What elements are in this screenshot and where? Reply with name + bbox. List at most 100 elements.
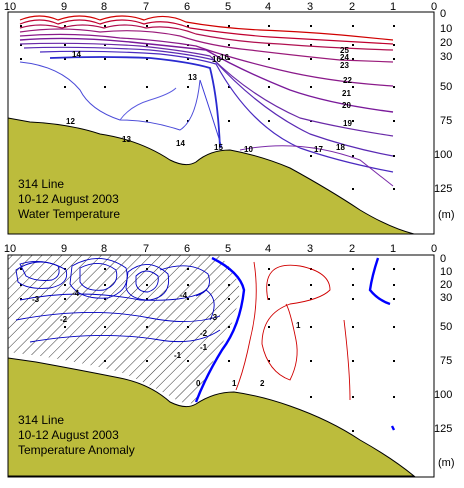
contour-label: 20 bbox=[342, 101, 351, 110]
contour-label: 25 bbox=[340, 46, 349, 55]
contour-label: -1 bbox=[200, 343, 208, 352]
depth-label: 50 bbox=[440, 321, 452, 333]
contour-label: 19 bbox=[343, 119, 352, 128]
depth-label: 75 bbox=[440, 355, 452, 367]
contour-label: 17 bbox=[314, 145, 323, 154]
zero-contour-east bbox=[368, 257, 391, 306]
depth-label: 75 bbox=[440, 115, 452, 127]
contour-label: -4 bbox=[72, 289, 80, 298]
station-label: 2 bbox=[349, 243, 355, 255]
negative-anomaly-contours bbox=[15, 258, 221, 343]
station-label: 0 bbox=[431, 1, 437, 13]
contour-label: -2 bbox=[200, 329, 208, 338]
contour-label: -4 bbox=[180, 291, 188, 300]
station-label: 9 bbox=[61, 1, 67, 13]
station-label: 1 bbox=[390, 1, 396, 13]
isotherm-21 bbox=[19, 33, 394, 87]
contour-label: 12 bbox=[66, 117, 75, 126]
contour-neg bbox=[79, 263, 118, 291]
isotherm-15 bbox=[49, 56, 221, 149]
contour-neg bbox=[29, 329, 221, 343]
isotherm-22 bbox=[19, 28, 394, 63]
contour-label: -2 bbox=[60, 315, 68, 324]
isotherm-17 bbox=[39, 50, 394, 173]
temperature-title: 314 Line 10-12 August 2003 Water Tempera… bbox=[18, 177, 120, 221]
temperature-panel: 10 9 8 7 6 5 4 3 2 1 0 0 10 20 30 50 75 … bbox=[4, 1, 455, 235]
station-label: 3 bbox=[307, 243, 313, 255]
contour-label: 18 bbox=[336, 143, 345, 152]
contour-label: 10 bbox=[244, 145, 253, 154]
station-label: 6 bbox=[184, 243, 190, 255]
isotherm-19 bbox=[19, 42, 394, 137]
contour-pos-1-loop bbox=[261, 264, 331, 381]
station-label: 7 bbox=[143, 243, 149, 255]
station-label: 10 bbox=[4, 243, 16, 255]
negative-anomaly-hatch bbox=[8, 255, 240, 404]
station-label: 5 bbox=[225, 1, 231, 13]
station-label: 8 bbox=[101, 1, 107, 13]
contour-label: 13 bbox=[188, 73, 197, 82]
contour-label: -3 bbox=[210, 313, 218, 322]
anomaly-contour-labels: -3 -4 -2 -1 -3 -2 -1 0 1 1 2 -4 bbox=[32, 289, 301, 388]
contour-neg bbox=[125, 264, 170, 301]
depth-label: 10 bbox=[440, 266, 452, 278]
temperature-station-labels: 10 9 8 7 6 5 4 3 2 1 0 bbox=[4, 1, 437, 13]
contour-label: 1 bbox=[232, 379, 237, 388]
isotherm-23 bbox=[19, 24, 394, 51]
seafloor bbox=[7, 117, 415, 235]
contour-label: 21 bbox=[342, 89, 351, 98]
contour-label: 1 bbox=[296, 321, 301, 330]
contour-label: 24 bbox=[340, 53, 349, 62]
title-line: 10-12 August 2003 bbox=[18, 192, 119, 206]
title-line: Water Temperature bbox=[18, 207, 120, 221]
contour-label: -1 bbox=[174, 351, 182, 360]
contour-label: 23 bbox=[340, 61, 349, 70]
station-label: 4 bbox=[265, 243, 271, 255]
title-line: 314 Line bbox=[18, 177, 64, 191]
contour-label: 14 bbox=[72, 50, 81, 59]
depth-label: 50 bbox=[440, 81, 452, 93]
anomaly-panel: 10 9 8 7 6 5 4 3 2 1 0 0 10 20 30 50 75 … bbox=[4, 243, 455, 478]
contour-neg bbox=[19, 289, 215, 321]
contour-neg bbox=[159, 265, 210, 297]
isotherm-16 bbox=[199, 79, 223, 149]
temperature-depth-labels: 0 10 20 30 50 75 100 125 (m) bbox=[434, 8, 455, 221]
depth-label: 20 bbox=[440, 279, 452, 291]
zero-contour-seafloor bbox=[390, 425, 396, 431]
depth-unit: (m) bbox=[438, 209, 455, 221]
contour-label: 0 bbox=[196, 379, 201, 388]
station-label: 2 bbox=[349, 1, 355, 13]
contour-label: 16 bbox=[220, 53, 229, 62]
title-line: 10-12 August 2003 bbox=[18, 428, 119, 442]
station-label: 3 bbox=[307, 1, 313, 13]
positive-anomaly-contours bbox=[235, 261, 351, 401]
temperature-contour-labels: 14 12 13 14 15 16 17 18 19 20 21 22 23 2… bbox=[66, 46, 352, 154]
station-label: 10 bbox=[4, 1, 16, 13]
depth-label: 20 bbox=[440, 37, 452, 49]
depth-label: 100 bbox=[434, 389, 452, 401]
station-label: 8 bbox=[101, 243, 107, 255]
contour-label: 2 bbox=[260, 379, 265, 388]
contour-label: 15 bbox=[214, 143, 223, 152]
contour-label: 14 bbox=[176, 139, 185, 148]
station-label: 6 bbox=[184, 1, 190, 13]
depth-label: 125 bbox=[434, 423, 452, 435]
seafloor bbox=[7, 357, 416, 477]
anomaly-station-labels: 10 9 8 7 6 5 4 3 2 1 0 bbox=[4, 243, 437, 255]
contour-pos-1 bbox=[235, 261, 257, 391]
isotherm-14 bbox=[19, 61, 201, 131]
title-line: 314 Line bbox=[18, 413, 64, 427]
contour-label: 22 bbox=[343, 76, 352, 85]
isotherm-25 bbox=[19, 15, 394, 41]
contour-neg bbox=[15, 312, 221, 323]
station-label: 7 bbox=[143, 1, 149, 13]
isotherm-24 bbox=[19, 19, 394, 45]
depth-label: 100 bbox=[434, 149, 452, 161]
isotherm-18 bbox=[23, 46, 394, 157]
depth-label: 125 bbox=[434, 183, 452, 195]
contour-neg bbox=[135, 270, 159, 293]
depth-label: 10 bbox=[440, 23, 452, 35]
depth-label: 30 bbox=[440, 51, 452, 63]
station-label: 9 bbox=[61, 243, 67, 255]
